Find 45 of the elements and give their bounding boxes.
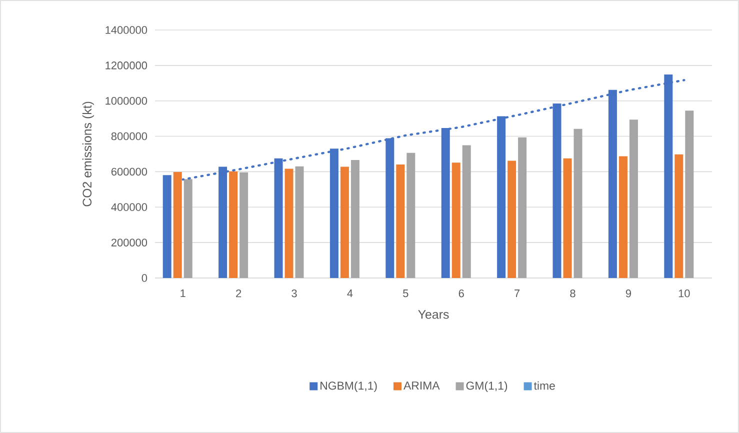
bar xyxy=(518,137,527,278)
bar xyxy=(618,156,628,278)
bar xyxy=(229,171,238,278)
legend-label: ARIMA xyxy=(404,382,440,390)
y-tick-label: 200000 xyxy=(111,238,148,246)
bar xyxy=(629,120,638,278)
bar xyxy=(295,166,304,278)
y-tick-label: 800000 xyxy=(111,132,148,140)
bar xyxy=(685,110,694,278)
y-tick-label: 600000 xyxy=(111,168,148,176)
x-tick-label: 9 xyxy=(626,290,631,298)
x-tick-label: 7 xyxy=(514,290,520,298)
bar xyxy=(574,128,582,278)
legend-label: GM(1,1) xyxy=(466,381,508,392)
legend-label: NGBM(1,1) xyxy=(320,381,377,392)
legend-label: time xyxy=(534,381,555,390)
bar xyxy=(340,166,349,278)
bar xyxy=(508,160,516,278)
y-tick-label: 1400000 xyxy=(106,26,148,34)
x-tick-label: 2 xyxy=(236,290,242,298)
bar xyxy=(162,175,172,278)
bar xyxy=(240,172,248,278)
bar xyxy=(563,158,572,278)
y-tick-label: 1000000 xyxy=(106,96,148,105)
y-tick-label: 1200000 xyxy=(106,62,148,70)
x-tick-label: 8 xyxy=(570,290,576,298)
bar xyxy=(406,152,416,278)
x-tick-label: 1 xyxy=(180,290,186,298)
x-tick-label: 3 xyxy=(292,290,297,298)
x-tick-label: 5 xyxy=(403,290,408,298)
x-tick-label: 4 xyxy=(347,290,353,298)
bar xyxy=(396,164,405,278)
x-tick-label: 10 xyxy=(678,290,690,298)
x-axis-title: Years xyxy=(418,310,449,319)
bar xyxy=(184,179,192,278)
bar xyxy=(173,172,182,278)
y-tick-label: 0 xyxy=(142,274,148,282)
bar xyxy=(674,154,684,278)
bar xyxy=(284,168,294,278)
y-axis-title: CO2 emissions (kt) xyxy=(82,102,94,206)
x-tick-label: 6 xyxy=(458,290,464,298)
bar xyxy=(350,160,360,278)
bar xyxy=(452,162,460,278)
y-tick-label: 400000 xyxy=(111,203,148,212)
bar xyxy=(462,145,471,278)
